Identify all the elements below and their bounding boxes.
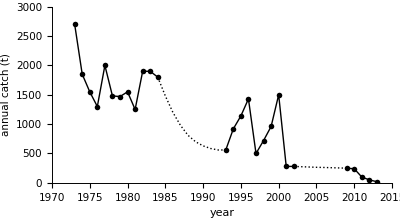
Point [358,175,365,179]
Point [124,90,131,94]
Point [230,127,236,131]
X-axis label: year: year [210,208,234,218]
Point [238,114,244,118]
Point [94,105,100,108]
Point [109,94,116,98]
Point [351,167,358,171]
Point [117,95,123,98]
Point [276,93,282,97]
Point [245,97,252,101]
Point [374,180,380,184]
Point [344,166,350,170]
Point [253,152,259,155]
Point [268,125,274,128]
Point [260,139,267,142]
Point [222,148,229,152]
Point [283,165,290,168]
Point [132,108,138,111]
Y-axis label: annual catch (t): annual catch (t) [0,53,10,136]
Point [79,72,86,76]
Point [147,70,154,73]
Point [72,23,78,26]
Point [86,90,93,94]
Point [154,75,161,79]
Point [290,165,297,168]
Point [366,178,372,182]
Point [140,70,146,73]
Point [102,64,108,67]
